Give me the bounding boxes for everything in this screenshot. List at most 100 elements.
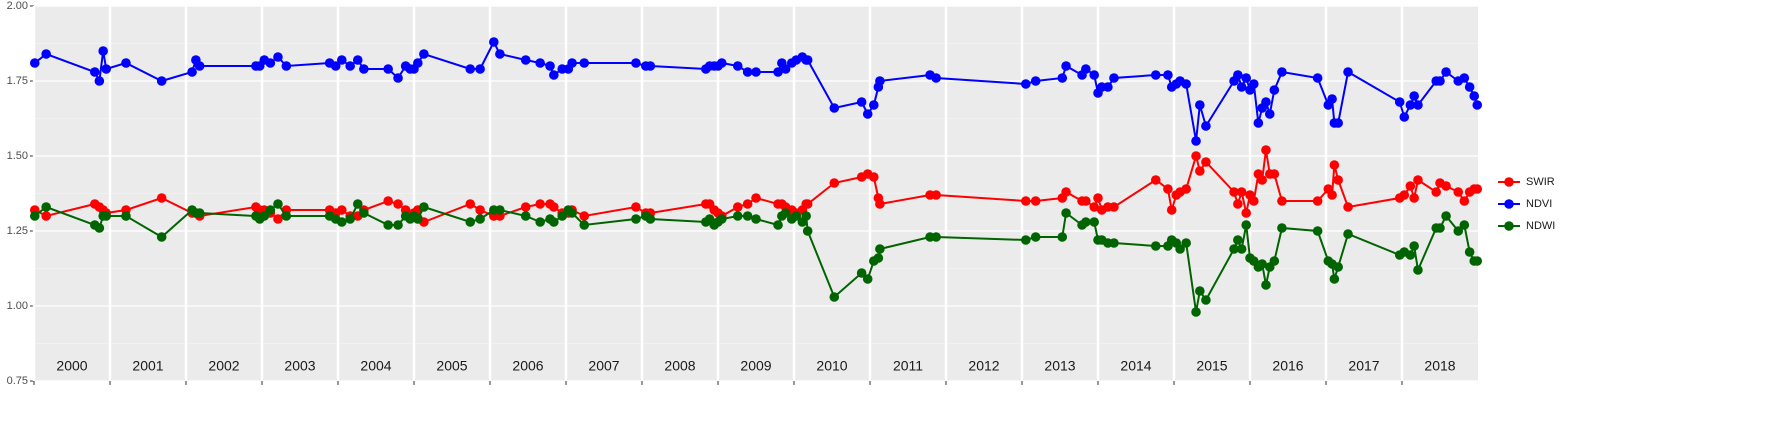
data-point — [1021, 196, 1031, 206]
data-point — [465, 199, 476, 209]
data-point — [1405, 250, 1416, 260]
data-point — [1261, 145, 1271, 155]
data-point — [791, 211, 802, 221]
data-point — [1163, 184, 1173, 194]
data-point — [1236, 82, 1247, 92]
data-point — [520, 211, 531, 221]
data-point — [1413, 100, 1423, 110]
data-point — [1191, 151, 1201, 161]
data-point — [1241, 208, 1251, 218]
data-point — [780, 208, 791, 218]
data-point — [1405, 100, 1416, 110]
legend-label: NDVI — [1526, 198, 1552, 210]
data-point — [1150, 70, 1161, 80]
data-point — [194, 61, 205, 71]
y-tick-label: 1.50 — [7, 150, 28, 162]
data-point — [281, 61, 292, 71]
data-point — [1464, 247, 1475, 257]
data-point — [1195, 286, 1205, 296]
data-point — [273, 52, 283, 62]
data-point — [475, 64, 485, 74]
data-point — [631, 202, 641, 212]
data-point — [1329, 274, 1340, 284]
data-point — [1472, 100, 1483, 110]
data-point — [1089, 202, 1099, 212]
year-label: 2015 — [1196, 358, 1227, 374]
data-point — [1257, 259, 1267, 269]
year-label: 2001 — [132, 358, 163, 374]
data-point — [829, 292, 840, 302]
data-point — [1089, 217, 1099, 227]
data-point — [1089, 70, 1099, 80]
data-point — [352, 199, 363, 209]
data-point — [259, 211, 270, 221]
data-point — [631, 214, 641, 224]
data-point — [1399, 190, 1410, 200]
data-point — [1261, 280, 1271, 290]
data-point — [156, 193, 167, 203]
data-point — [520, 55, 531, 65]
data-point — [773, 67, 783, 77]
data-point — [875, 199, 885, 209]
data-point — [1264, 109, 1275, 119]
data-point — [567, 208, 577, 218]
data-point — [337, 205, 347, 215]
data-point — [1472, 184, 1483, 194]
data-point — [273, 199, 283, 209]
data-point — [345, 214, 355, 224]
data-point — [1236, 244, 1247, 254]
data-point — [1261, 97, 1271, 107]
data-point — [330, 61, 341, 71]
data-point — [1333, 118, 1343, 128]
data-point — [1277, 67, 1287, 77]
data-point — [802, 199, 813, 209]
data-point — [1181, 238, 1191, 248]
y-tick-label: 1.25 — [7, 225, 28, 237]
data-point — [742, 211, 753, 221]
data-point — [41, 211, 51, 221]
data-point — [1343, 229, 1353, 239]
data-point — [393, 220, 403, 230]
data-point — [1409, 193, 1419, 203]
data-point — [645, 214, 656, 224]
data-point — [1249, 79, 1259, 89]
data-point — [802, 226, 813, 236]
data-point — [1249, 196, 1259, 206]
data-point — [1201, 295, 1211, 305]
data-point — [1472, 256, 1483, 266]
data-point — [1277, 223, 1287, 233]
year-label: 2018 — [1424, 358, 1455, 374]
data-point — [281, 211, 292, 221]
data-point — [1057, 73, 1068, 83]
data-point — [352, 55, 363, 65]
data-point — [631, 58, 641, 68]
data-point — [1469, 91, 1479, 101]
year-label: 2000 — [56, 358, 87, 374]
data-point — [1399, 112, 1410, 122]
data-point — [413, 214, 423, 224]
data-point — [383, 64, 393, 74]
data-point — [41, 202, 51, 212]
data-point — [801, 211, 811, 221]
data-point — [419, 202, 429, 212]
data-point — [489, 37, 499, 47]
data-point — [1257, 175, 1267, 185]
data-point — [495, 205, 505, 215]
data-point — [345, 61, 355, 71]
data-point — [1435, 76, 1445, 86]
data-point — [337, 217, 347, 227]
year-label: 2010 — [816, 358, 847, 374]
data-point — [1312, 226, 1323, 236]
data-point — [751, 214, 761, 224]
data-point — [535, 199, 545, 209]
data-point — [265, 58, 276, 68]
year-label: 2008 — [664, 358, 695, 374]
data-point — [869, 100, 879, 110]
data-point — [1233, 199, 1243, 209]
data-point — [780, 64, 791, 74]
data-point — [156, 232, 167, 242]
data-point — [1081, 217, 1091, 227]
data-point — [495, 49, 505, 59]
year-label: 2016 — [1272, 358, 1303, 374]
y-tick-label: 0.75 — [7, 375, 28, 387]
